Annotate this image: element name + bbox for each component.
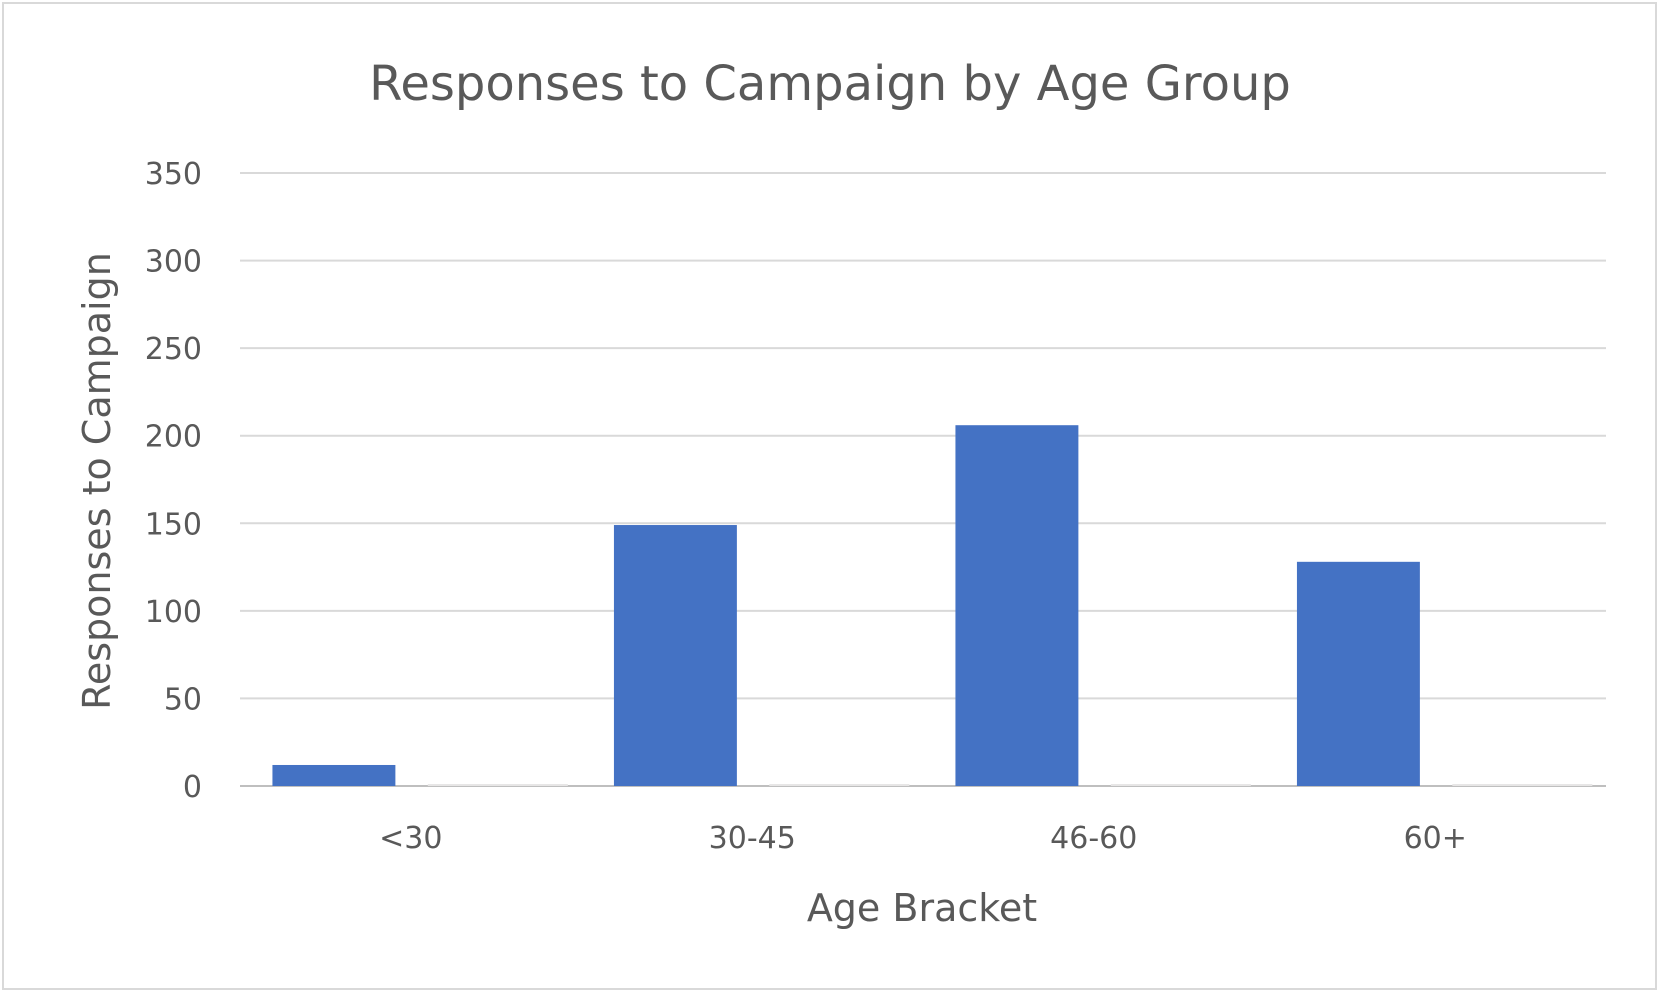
y-tick-label: 50 bbox=[164, 682, 202, 717]
x-tick-label: 30-45 bbox=[709, 821, 796, 856]
y-tick-label: 0 bbox=[183, 770, 202, 805]
x-tick-label: 46-60 bbox=[1050, 821, 1137, 856]
chart-title: Responses to Campaign by Age Group bbox=[369, 56, 1291, 112]
bar bbox=[1296, 561, 1420, 786]
y-tick-label: 150 bbox=[145, 507, 202, 542]
y-axis-title: Responses to Campaign bbox=[75, 252, 119, 710]
bar bbox=[955, 425, 1079, 786]
bars bbox=[272, 425, 1593, 786]
x-tick-label: 60+ bbox=[1404, 821, 1467, 856]
y-tick-label: 100 bbox=[145, 595, 202, 630]
y-tick-label: 200 bbox=[145, 420, 202, 455]
bar bbox=[272, 764, 396, 786]
x-tick-label: <30 bbox=[379, 821, 442, 856]
x-axis-ticks: <30 30-45 46-60 60+ bbox=[379, 821, 1467, 856]
y-axis-ticks: 0 50 100 150 200 250 300 350 bbox=[145, 157, 202, 805]
gridlines bbox=[240, 172, 1606, 787]
bar bbox=[613, 525, 737, 786]
y-tick-label: 350 bbox=[145, 157, 202, 192]
bar-chart: Responses to Campaign by Age Group 0 50 10… bbox=[75, 56, 1606, 930]
y-tick-label: 250 bbox=[145, 332, 202, 367]
x-axis-title: Age Bracket bbox=[807, 886, 1037, 930]
y-tick-label: 300 bbox=[145, 245, 202, 280]
